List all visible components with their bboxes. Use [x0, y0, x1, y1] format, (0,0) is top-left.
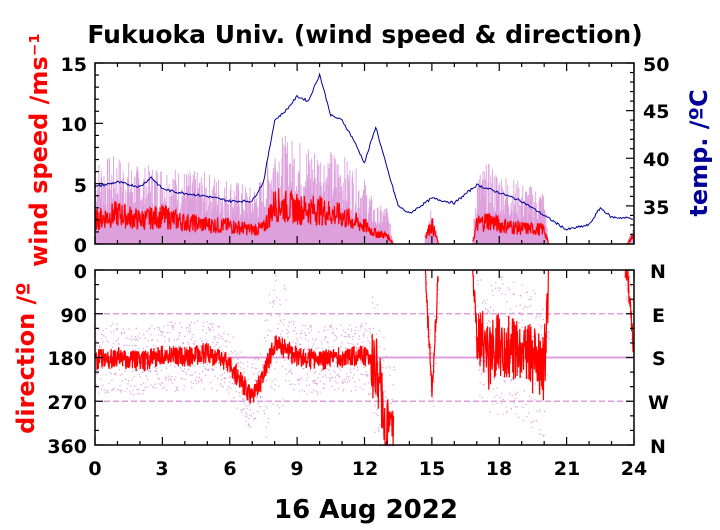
direction-panel: 0 90 180 270 360 N E S W N	[47, 261, 669, 458]
wind-speed-axis-label: wind speed /ms⁻¹	[25, 33, 53, 267]
x-tick-label: 15	[419, 458, 445, 480]
direction-mean-line	[94, 333, 395, 446]
x-tick-label: 0	[88, 458, 101, 480]
date-axis-label: 16 Aug 2022	[274, 495, 458, 525]
temperature-axis-label: temp. /ºC	[685, 89, 713, 216]
compass-tick-label: S	[652, 348, 666, 370]
compass-tick-label: W	[648, 392, 669, 414]
compass-tick-label: E	[652, 305, 665, 327]
direction-mean-line	[472, 269, 549, 401]
x-tick-label: 18	[486, 458, 512, 480]
y-tick-label: 270	[47, 392, 87, 414]
temperature-line	[94, 72, 633, 231]
wind-panel: 0 5 10 15 35 40 45 50	[61, 54, 670, 257]
y2-tick-label: 40	[643, 149, 669, 171]
compass-tick-label: N	[650, 436, 666, 458]
x-tick-label: 6	[223, 458, 236, 480]
x-tick-label: 12	[352, 458, 378, 480]
x-tick-label: 24	[621, 458, 647, 480]
y-tick-label: 0	[74, 235, 87, 257]
wind-speed-line	[425, 218, 440, 245]
direction-mean-line	[624, 269, 635, 353]
y-tick-label: 180	[47, 348, 87, 370]
wind-speed-line	[472, 213, 550, 245]
wind-speed-line	[94, 188, 395, 245]
y-tick-label: 90	[61, 305, 87, 327]
y-tick-label: 5	[74, 175, 87, 197]
x-tick-label: 9	[290, 458, 303, 480]
y-tick-label: 15	[61, 54, 87, 76]
temperature-series	[94, 72, 633, 231]
direction-mean-line	[424, 269, 439, 398]
x-axis-ticks: 0 3 6 9 12 15 18 21 24	[88, 458, 647, 480]
y-tick-label: 360	[47, 436, 87, 458]
x-tick-label: 21	[554, 458, 580, 480]
y-tick-label: 10	[61, 114, 87, 136]
wind-panel-frame	[94, 62, 635, 245]
chart-title: Fukuoka Univ. (wind speed & direction)	[87, 20, 642, 49]
y2-tick-label: 50	[643, 54, 669, 76]
direction-panel-frame	[94, 269, 635, 446]
y-tick-label: 0	[74, 261, 87, 283]
x-tick-label: 3	[155, 458, 168, 480]
y2-tick-label: 35	[643, 197, 669, 219]
y2-tick-label: 45	[643, 101, 669, 123]
direction-mean-series	[94, 269, 635, 446]
compass-tick-label: N	[650, 261, 666, 283]
direction-axis-label: direction /º	[12, 282, 40, 434]
